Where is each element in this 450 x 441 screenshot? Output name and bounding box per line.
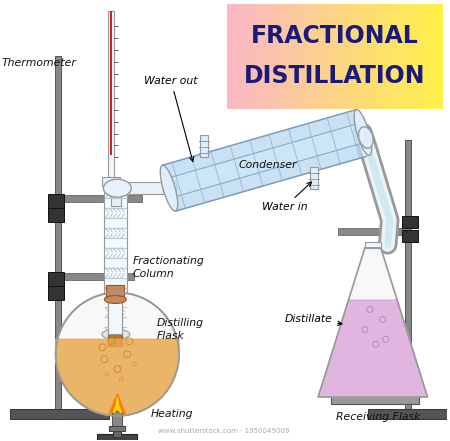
Ellipse shape [104, 295, 126, 303]
Bar [386, 4, 393, 108]
Bar [113, 427, 122, 437]
Text: Fractionating
Column: Fractionating Column [132, 256, 204, 279]
Text: Distillate: Distillate [284, 314, 342, 325]
Bar [331, 396, 418, 404]
Bar [407, 4, 414, 108]
Text: DISTILLATION: DISTILLATION [244, 64, 426, 88]
Bar [109, 426, 125, 431]
Bar [414, 4, 422, 108]
Polygon shape [113, 397, 122, 413]
Bar [292, 4, 299, 108]
Polygon shape [56, 339, 179, 416]
Text: FRACTIONAL: FRACTIONAL [251, 24, 419, 48]
Ellipse shape [102, 329, 130, 339]
Bar [48, 286, 63, 299]
Bar [227, 4, 234, 108]
Bar [108, 284, 122, 334]
Bar [335, 4, 342, 108]
Bar [436, 4, 443, 108]
Bar [405, 141, 410, 419]
Bar [328, 4, 335, 108]
Bar [200, 135, 208, 157]
Polygon shape [166, 123, 365, 198]
Text: Heating: Heating [151, 409, 194, 419]
Bar [55, 56, 61, 419]
Ellipse shape [98, 435, 137, 441]
Bar [110, 11, 112, 155]
Text: Condenser: Condenser [238, 161, 297, 170]
Bar [104, 193, 127, 334]
Bar [55, 195, 142, 202]
Bar [365, 242, 381, 248]
Bar [111, 192, 122, 206]
Bar [402, 216, 418, 228]
Bar [106, 284, 124, 299]
Bar [400, 4, 407, 108]
Bar [313, 4, 320, 108]
Bar [310, 168, 319, 189]
Bar [299, 4, 306, 108]
Text: Receiving Flask: Receiving Flask [336, 412, 420, 422]
Text: Distilling
Flask: Distilling Flask [157, 318, 204, 341]
Bar [48, 208, 63, 222]
Ellipse shape [354, 109, 372, 156]
Bar [342, 4, 350, 108]
Bar [98, 434, 137, 440]
Bar [112, 411, 122, 429]
Ellipse shape [106, 181, 116, 193]
Ellipse shape [160, 165, 178, 211]
Bar [108, 11, 114, 185]
Bar [55, 273, 134, 280]
Bar [248, 4, 256, 108]
Bar [306, 4, 313, 108]
Bar [277, 4, 284, 108]
Ellipse shape [104, 179, 131, 197]
Bar [368, 409, 447, 419]
Bar [350, 4, 357, 108]
Text: Water out: Water out [144, 76, 198, 161]
Polygon shape [318, 300, 428, 397]
Polygon shape [318, 248, 428, 397]
Polygon shape [109, 394, 125, 414]
Bar [270, 4, 277, 108]
Bar [357, 4, 364, 108]
Ellipse shape [163, 179, 177, 197]
Bar [129, 182, 171, 194]
Bar [393, 4, 400, 108]
Bar [378, 4, 386, 108]
Bar [10, 409, 109, 419]
Ellipse shape [359, 127, 373, 148]
Bar [371, 4, 378, 108]
Bar [429, 4, 436, 108]
Bar [48, 194, 63, 208]
Bar [422, 4, 429, 108]
Bar [234, 4, 241, 108]
Circle shape [56, 292, 179, 416]
Text: www.shutterstock.com · 1950049009: www.shutterstock.com · 1950049009 [158, 428, 289, 434]
Bar [284, 4, 292, 108]
Text: Water in: Water in [262, 182, 311, 212]
Bar [256, 4, 263, 108]
Text: Thermometer: Thermometer [2, 58, 77, 68]
Bar [320, 4, 328, 108]
Bar [263, 4, 270, 108]
Bar [241, 4, 248, 108]
Bar [402, 230, 418, 242]
Polygon shape [162, 109, 369, 211]
Bar [338, 228, 410, 235]
Bar [48, 272, 63, 286]
Bar [108, 334, 122, 346]
Bar [364, 4, 371, 108]
Bar [103, 177, 120, 186]
